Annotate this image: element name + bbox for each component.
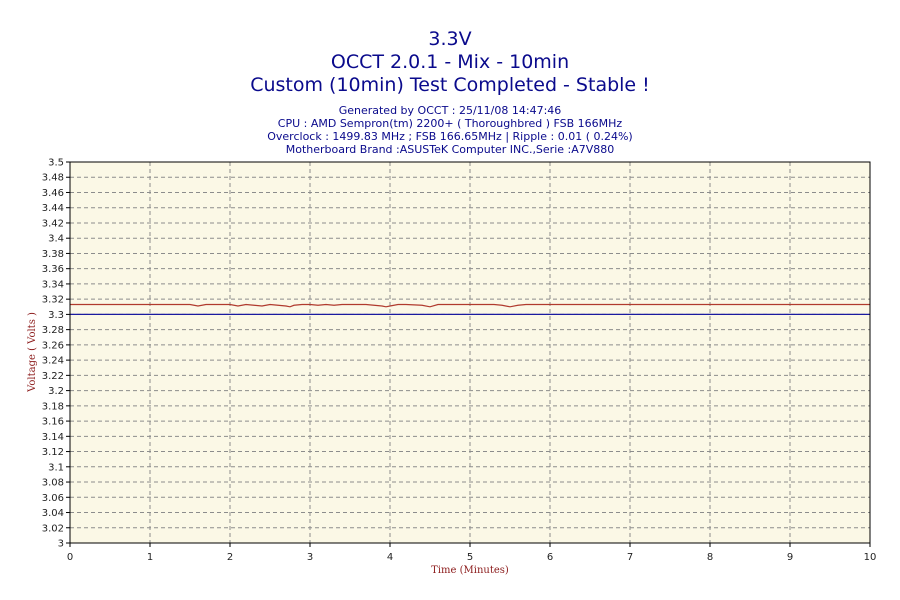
y-tick-label: 3.06 (42, 493, 64, 504)
y-tick-label: 3.14 (42, 432, 64, 443)
y-axis-label: Voltage ( Volts ) (27, 312, 38, 393)
x-tick-label: 2 (227, 552, 233, 563)
y-tick-label: 3.28 (42, 325, 64, 336)
x-tick-label: 6 (547, 552, 553, 563)
y-tick-label: 3.2 (48, 386, 64, 397)
x-tick-label: 10 (864, 552, 877, 563)
x-tick-label: 3 (307, 552, 313, 563)
x-axis-label: Time (Minutes) (431, 565, 509, 576)
x-tick-label: 4 (387, 552, 393, 563)
info-overclock: Overclock : 1499.83 MHz ; FSB 166.65MHz … (267, 130, 632, 143)
y-tick-label: 3.46 (42, 188, 64, 199)
y-tick-label: 3.16 (42, 417, 64, 428)
y-axis: 3 3.02 3.04 3.06 3.08 3.1 3.12 3.14 3.16 3.18 3.2 3… (42, 158, 70, 550)
y-tick-label: 3.08 (42, 478, 64, 489)
y-tick-label: 3.5 (48, 158, 64, 169)
chart-info: Generated by OCCT : 25/11/08 14:47:46 CP… (267, 104, 632, 156)
y-tick-label: 3.48 (42, 173, 64, 184)
title-line-2: OCCT 2.0.1 - Mix - 10min (331, 51, 569, 73)
y-tick-label: 3.12 (42, 447, 64, 458)
info-generated: Generated by OCCT : 25/11/08 14:47:46 (339, 104, 562, 117)
series-lines (70, 303, 870, 315)
y-tick-label: 3.3 (48, 310, 64, 321)
y-tick-label: 3.1 (48, 462, 64, 473)
y-tick-label: 3.36 (42, 264, 64, 275)
x-tick-label: 5 (467, 552, 473, 563)
y-tick-label: 3.22 (42, 371, 64, 382)
y-tick-label: 3.38 (42, 249, 64, 260)
y-tick-label: 3.04 (42, 508, 64, 519)
y-tick-label: 3.18 (42, 401, 64, 412)
y-tick-label: 3.42 (42, 218, 64, 229)
title-line-3: Custom (10min) Test Completed - Stable ! (250, 74, 650, 96)
voltage-series-line (70, 303, 870, 308)
x-axis: 0 1 2 3 4 5 6 7 8 9 10 (67, 543, 877, 563)
x-tick-label: 0 (67, 552, 73, 563)
chart-title: 3.3V OCCT 2.0.1 - Mix - 10min Custom (10… (250, 28, 650, 96)
title-line-1: 3.3V (428, 28, 471, 50)
info-cpu: CPU : AMD Sempron(tm) 2200+ ( Thoroughbr… (278, 117, 623, 130)
x-tick-label: 1 (147, 552, 153, 563)
y-tick-label: 3.26 (42, 340, 64, 351)
y-tick-label: 3.24 (42, 356, 64, 367)
y-tick-label: 3.44 (42, 203, 64, 214)
plot-frame (69, 161, 871, 544)
y-tick-label: 3.02 (42, 523, 64, 534)
y-tick-label: 3.34 (42, 279, 64, 290)
x-tick-label: 9 (787, 552, 793, 563)
x-tick-label: 7 (627, 552, 633, 563)
info-motherboard: Motherboard Brand :ASUSTeK Computer INC.… (286, 143, 615, 156)
y-tick-label: 3 (58, 539, 64, 550)
y-tick-label: 3.32 (42, 295, 64, 306)
y-tick-label: 3.4 (48, 234, 64, 245)
x-tick-label: 8 (707, 552, 713, 563)
